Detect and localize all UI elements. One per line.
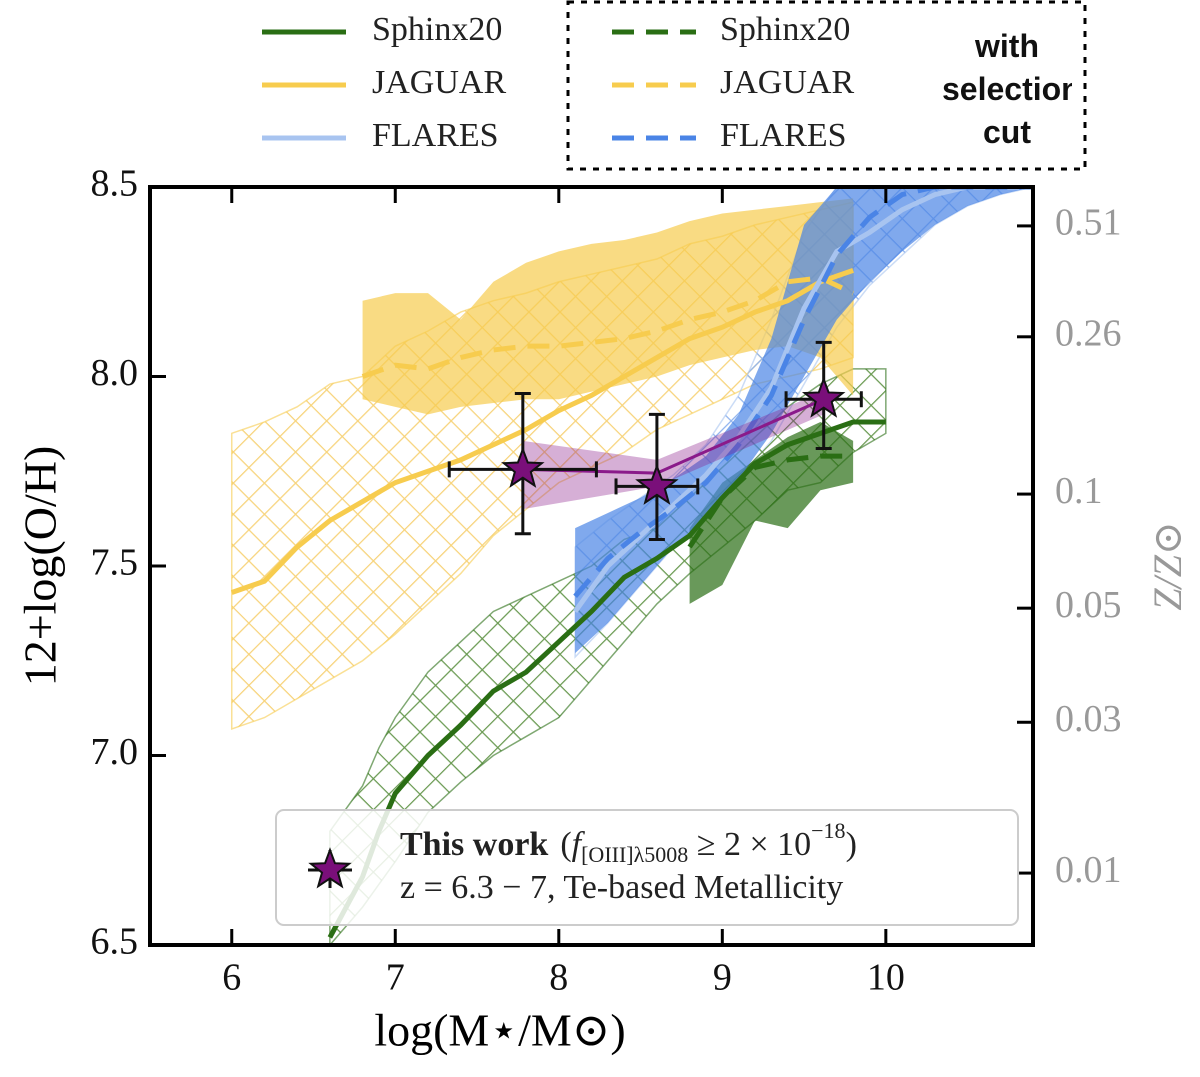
- legend-label: Sphinx20: [720, 11, 850, 48]
- y2-tick-label: 0.01: [1055, 849, 1122, 891]
- legend: JAGUAR FLARES Sphinx20 Sphinx20 JAGUAR FLARES: [262, 11, 854, 154]
- x-tick-label: 7: [386, 957, 405, 999]
- legend-group-box: [566, 0, 1087, 171]
- points-legend-name: This work: [400, 826, 548, 863]
- y-tick-label: 7.0: [91, 731, 139, 773]
- y-tick-label: 6.5: [91, 921, 139, 963]
- line: [327, 419, 886, 939]
- x-tick-label: 8: [549, 957, 568, 999]
- y2-axis-label: Z/Z⊙: [1145, 521, 1190, 610]
- y-tick-label: 8.5: [91, 163, 139, 205]
- points-legend-text: This work (f[OIII]λ5008 ≥ 2 × 10−18): [400, 818, 857, 867]
- data-point: [501, 446, 545, 488]
- annotation-close: ): [846, 826, 857, 863]
- y2-tick-label: 0.1: [1055, 470, 1103, 512]
- points-legend-box: [275, 809, 1019, 926]
- line: [687, 453, 854, 549]
- legend-label: JAGUAR: [372, 64, 506, 101]
- annotation-sup: −18: [811, 818, 845, 843]
- band: [689, 421, 854, 604]
- y-axis-label: 12+log(O/H): [15, 446, 66, 687]
- y2-tick-label: 0.51: [1055, 202, 1122, 244]
- y2-tick-label: 0.26: [1055, 313, 1122, 355]
- plot-area: [230, 187, 1033, 945]
- legend-label: FLARES: [372, 117, 499, 154]
- line: [230, 268, 854, 595]
- legend-label: FLARES: [720, 117, 847, 154]
- data-point: [801, 376, 846, 418]
- data-point: [635, 463, 679, 505]
- annotation-sub: [OIII]λ5008: [581, 842, 688, 867]
- x-tick-label: 6: [222, 957, 241, 999]
- y2-tick-label: 0.05: [1055, 584, 1122, 626]
- legend-point-sample: [308, 847, 352, 889]
- legend-group-title-box: with selection cut: [942, 28, 1072, 150]
- legend-label: Sphinx20: [372, 11, 502, 48]
- legend-label: JAGUAR: [720, 64, 854, 101]
- x-axis-label: log(M⋆/M⊙): [374, 1005, 625, 1056]
- y2-tick-label: 0.03: [1055, 698, 1122, 740]
- axes: 6 7 8 9 10 6.5 7.0 7.5 8.0 8.5 0.51 0.26 0.1 0.05 0.03…: [91, 163, 1122, 999]
- annotation-rel: ≥ 2 × 10: [688, 826, 811, 863]
- x-tick-label: 9: [713, 957, 732, 999]
- line: [573, 187, 1033, 598]
- x-tick-label: 10: [867, 957, 905, 999]
- y-tick-label: 7.5: [91, 542, 139, 584]
- y-tick-label: 8.0: [91, 352, 139, 394]
- band: [362, 198, 854, 415]
- legend-group-title: with selection cut: [942, 28, 1072, 150]
- annotation-line2: z = 6.3 − 7, Te-based Metallicity: [400, 869, 843, 906]
- annotation-open: (: [560, 826, 571, 863]
- line: [361, 275, 855, 379]
- fit-band: [522, 391, 824, 510]
